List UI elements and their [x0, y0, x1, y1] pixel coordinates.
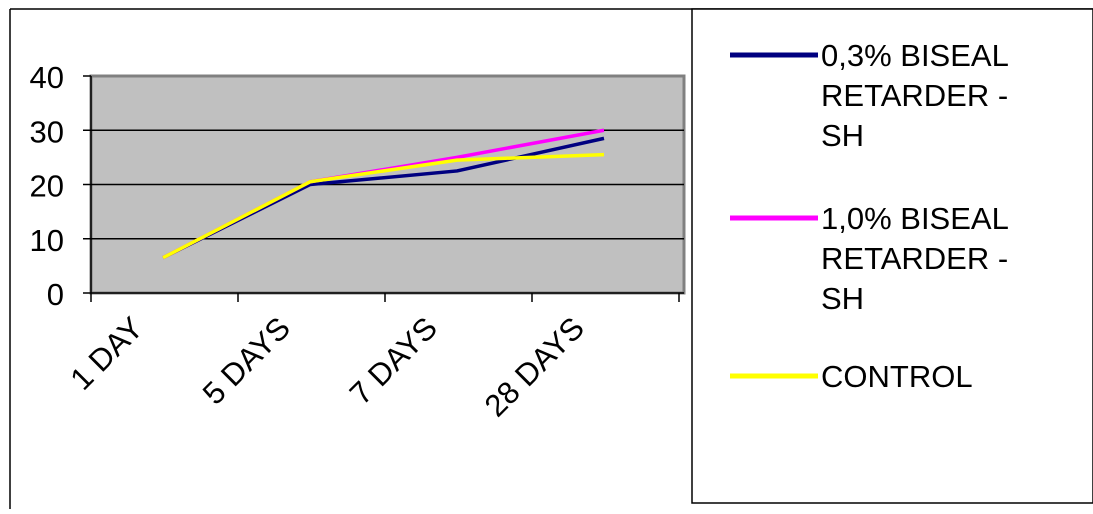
legend-label: RETARDER - [821, 241, 1008, 276]
series-line-3 [162, 152, 605, 260]
x-tick-label: 28 DAYS [478, 310, 591, 423]
y-tick-label: 40 [30, 60, 64, 95]
x-tick-label: 1 DAY [63, 310, 149, 396]
series-lines [162, 128, 605, 260]
legend: 0,3% BISEAL RETARDER - SH 1,0% BISEAL RETARD… [691, 8, 1093, 504]
gridlines [91, 129, 684, 240]
legend-label: RETARDER - [821, 78, 1008, 113]
y-axis-ticks: 0 10 20 30 40 [30, 60, 91, 312]
y-tick-label: 10 [30, 223, 64, 258]
legend-box [691, 8, 1093, 504]
legend-label: 0,3% BISEAL [821, 38, 1009, 73]
x-tick-label: 7 DAYS [343, 310, 444, 411]
y-tick-label: 30 [30, 114, 64, 149]
y-tick-label: 0 [47, 277, 64, 312]
x-tick-label: 5 DAYS [196, 310, 297, 411]
legend-label: SH [821, 118, 864, 153]
x-axis-ticks: 1 DAY 5 DAYS 7 DAYS 28 DAYS [63, 293, 680, 423]
legend-label: 1,0% BISEAL [821, 201, 1009, 236]
legend-label: SH [821, 281, 864, 316]
y-tick-label: 20 [30, 169, 64, 204]
legend-label: CONTROL [821, 359, 973, 394]
